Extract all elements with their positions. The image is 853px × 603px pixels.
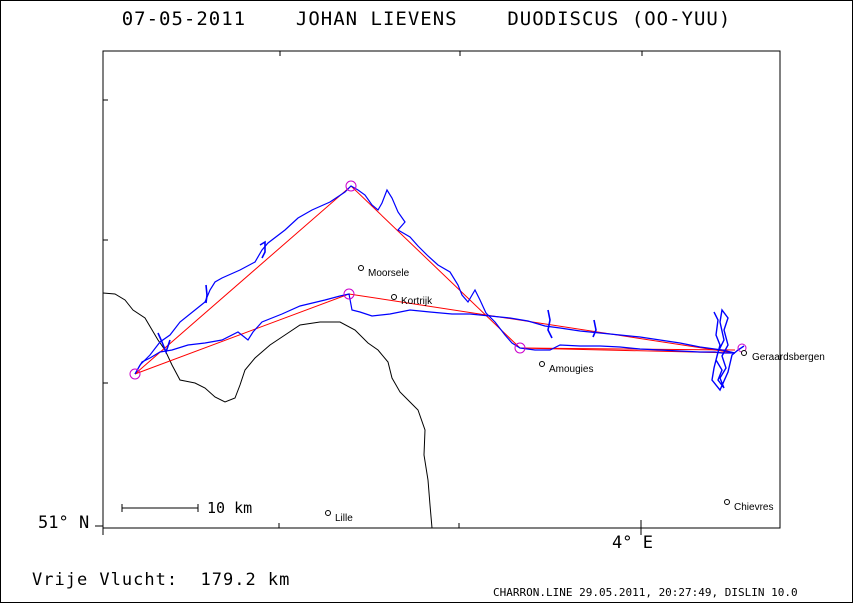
scale-label: 10 km [207,499,253,517]
place-dot [724,499,730,505]
place-label-amougies: Amougies [549,364,593,375]
map-border [102,50,781,529]
place-dot [391,294,397,300]
longitude-label: 4° E [612,533,653,553]
flight-track-cluster [711,308,745,392]
place-dot [358,265,364,271]
flight-track-segment [259,240,266,259]
flight-track-segment [547,309,553,339]
place-label-lille: Lille [335,513,353,524]
turnpoint-marker [343,288,355,300]
flight-track-return [134,293,736,375]
map-title: 07-05-2011 JOHAN LIEVENS DUODISCUS (OO-Y… [121,8,732,30]
flight-track-segment [592,319,597,338]
place-dot [741,350,747,356]
turnpoint-marker [345,180,357,192]
turnpoints [129,180,747,380]
task-leg [519,347,736,351]
turnpoint-marker [129,368,141,380]
country-border [102,292,433,529]
scale-bar [121,504,199,512]
flight-track-segment [205,284,208,304]
software-credit: CHARRON.LINE 29.05.2011, 20:27:49, DISLI… [493,586,798,599]
place-label-kortrijk: Kortrijk [401,296,433,307]
turnpoint-marker [514,342,526,354]
task-route [134,185,736,375]
place-label-chievres: Chievres [734,502,773,513]
place-dot [325,510,331,516]
axis-ticks [95,51,643,535]
place-label-moorsele: Moorsele [368,268,410,279]
place-dot [539,361,545,367]
place-label-geraardsbergen: Geraardsbergen [752,352,825,363]
distance-readout: Vrije Vlucht: 179.2 km [32,570,291,590]
place-markers [325,265,747,516]
flight-track-segment [157,332,171,355]
flight-track-outbound [134,185,735,375]
latitude-label: 51° N [38,513,90,533]
